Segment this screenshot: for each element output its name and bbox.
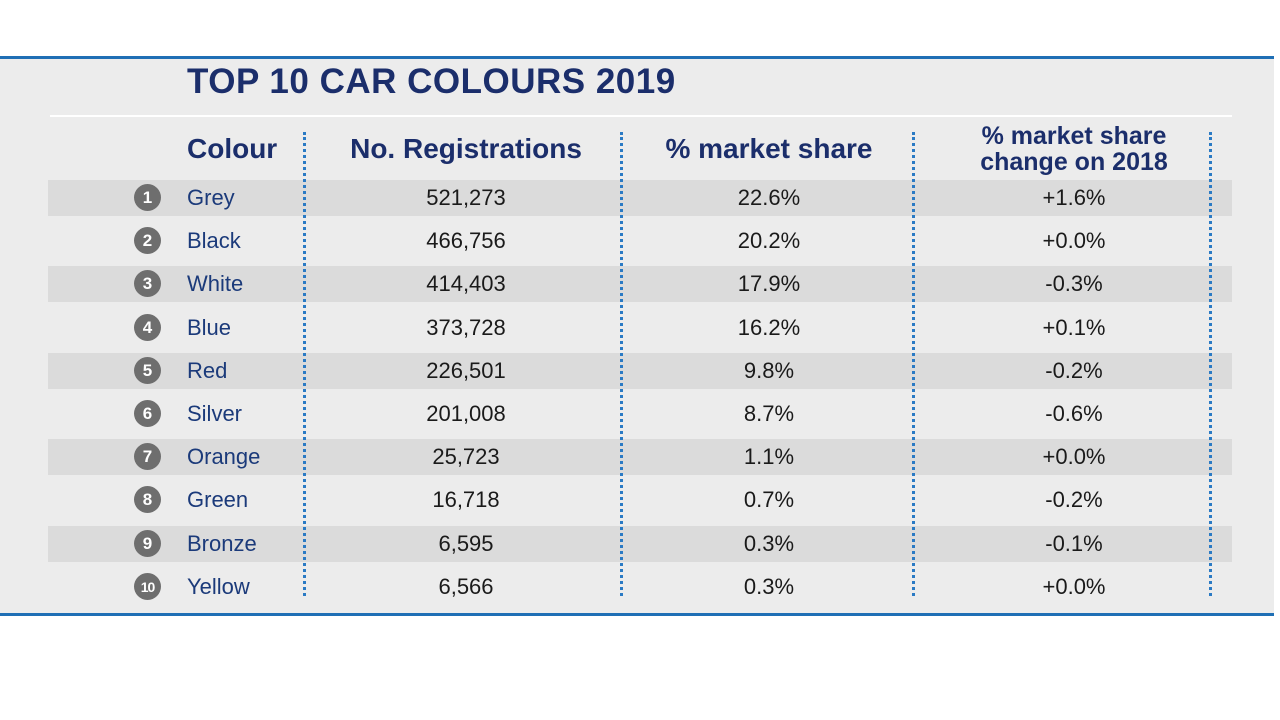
cell-registrations: 201,008 [426,401,506,426]
chart-title: TOP 10 CAR COLOURS 2019 [187,62,676,101]
cell-registrations: 25,723 [432,444,500,469]
column-divider [620,132,623,596]
rank-badge: 3 [134,270,161,297]
cell-registrations: 226,501 [426,358,506,383]
cell-registrations: 16,718 [432,487,500,512]
header-registrations: No. Registrations [350,133,582,164]
cell-share-change: -0.2% [1045,358,1103,383]
column-divider [303,132,306,596]
column-divider [912,132,915,596]
cell-colour: Red [187,358,228,383]
cell-colour: Yellow [187,574,250,599]
row-stripe [48,353,1232,389]
cell-share-change: +0.0% [1042,574,1106,599]
panel-right-edge [1274,56,1280,616]
cell-market-share: 16.2% [737,315,801,340]
cell-share-change: -0.1% [1045,531,1103,556]
cell-market-share: 8.7% [743,401,795,426]
rank-badge: 5 [134,357,161,384]
cell-share-change: +1.6% [1042,185,1106,210]
cell-colour: Black [187,228,241,253]
cell-colour: Grey [187,185,235,210]
rank-badge: 10 [134,573,161,600]
cell-market-share: 9.8% [743,358,795,383]
rank-badge: 2 [134,227,161,254]
rank-badge: 7 [134,443,161,470]
rank-badge: 1 [134,184,161,211]
rank-badge: 6 [134,400,161,427]
header-share-change: % market share change on 2018 [917,120,1231,178]
cell-share-change: +0.1% [1042,315,1106,340]
cell-market-share: 0.7% [743,487,795,512]
cell-colour: White [187,271,244,296]
cell-market-share: 0.3% [743,531,795,556]
cell-share-change: -0.6% [1045,401,1103,426]
header-market-share: % market share [665,133,873,164]
row-stripe [48,439,1232,475]
cell-registrations: 6,595 [438,531,494,556]
table-panel [0,56,1280,616]
cell-share-change: -0.3% [1045,271,1103,296]
row-stripe [48,526,1232,562]
cell-market-share: 17.9% [737,271,801,296]
cell-market-share: 0.3% [743,574,795,599]
row-stripe [48,180,1232,216]
cell-colour: Silver [187,401,243,426]
cell-colour: Orange [187,444,261,469]
cell-share-change: +0.0% [1042,444,1106,469]
cell-share-change: -0.2% [1045,487,1103,512]
rank-badge: 8 [134,486,161,513]
cell-registrations: 414,403 [426,271,506,296]
row-stripe [48,266,1232,302]
cell-registrations: 6,566 [438,574,494,599]
header-colour: Colour [187,133,278,164]
title-divider [50,115,1232,117]
rank-badge: 9 [134,530,161,557]
cell-market-share: 22.6% [737,185,801,210]
cell-registrations: 466,756 [426,228,506,253]
cell-market-share: 20.2% [737,228,801,253]
header-share-change-line2: change on 2018 [980,148,1168,176]
cell-registrations: 373,728 [426,315,506,340]
header-share-change-line1: % market share [981,122,1167,150]
cell-registrations: 521,273 [426,185,506,210]
rank-badge: 4 [134,314,161,341]
cell-market-share: 1.1% [743,444,795,469]
cell-share-change: +0.0% [1042,228,1106,253]
column-divider [1209,132,1212,596]
cell-colour: Bronze [187,531,257,556]
cell-colour: Blue [187,315,232,340]
cell-colour: Green [187,487,249,512]
